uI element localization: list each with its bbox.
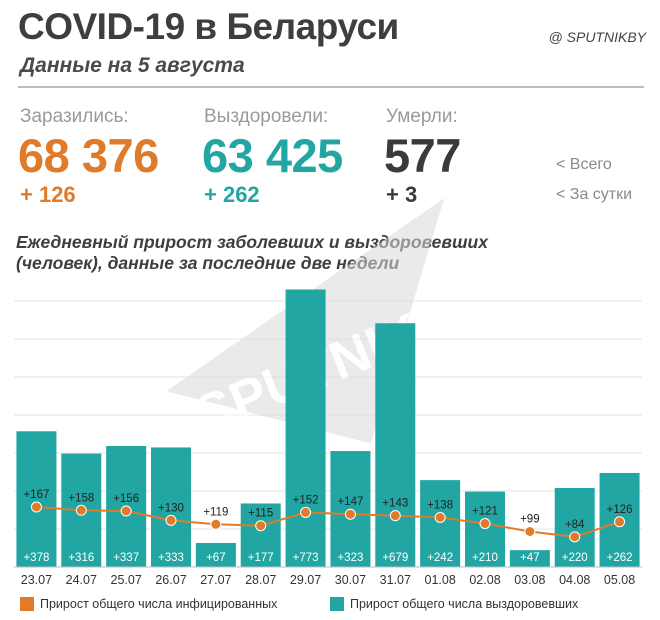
- recovered-bar-label: +378: [23, 552, 49, 564]
- infected-point-label: +121: [472, 506, 498, 518]
- x-tick-label: 04.08: [559, 573, 590, 587]
- recovered-bar-label: +316: [68, 552, 94, 564]
- recovered-bar: [509, 550, 550, 567]
- brand-handle[interactable]: @ SPUTNIKBY: [548, 29, 646, 45]
- x-tick-label: 29.07: [290, 573, 321, 587]
- legend-daily-hint: < За сутки: [556, 186, 633, 203]
- infected-point: [524, 525, 536, 537]
- recovered-label: Выздоровели:: [204, 106, 329, 127]
- infected-line: [36, 506, 620, 538]
- infected-point-label: +167: [23, 489, 49, 501]
- recovered-total: 63 425: [202, 129, 343, 182]
- recovered-bar: [465, 491, 505, 567]
- infected-point-label: +147: [337, 496, 363, 508]
- watermark-logo: SPUTNIK: [166, 198, 445, 446]
- infected-point-label: +143: [382, 498, 408, 510]
- x-tick-label: 31.07: [380, 573, 411, 587]
- infected-point-label: +158: [68, 492, 94, 504]
- infected-label: Заразились:: [20, 106, 129, 127]
- page-subtitle: Данные на 5 августа: [20, 54, 245, 77]
- recovered-bar-label: +47: [520, 552, 540, 564]
- infected-point: [344, 508, 356, 520]
- infected-point-label: +152: [293, 494, 319, 506]
- recovered-bar-label: +333: [158, 552, 184, 564]
- recovered-bar-label: +210: [472, 552, 498, 564]
- recovered-bar: [285, 289, 326, 567]
- page-title: COVID-19 в Беларуси: [18, 6, 399, 47]
- infected-point-label: +115: [248, 508, 273, 520]
- infected-point-label: +126: [607, 504, 633, 516]
- x-tick-label: 23.07: [21, 573, 52, 587]
- recovered-bar: [420, 480, 461, 567]
- infected-point: [300, 506, 312, 518]
- recovered-bar-label: +177: [248, 552, 274, 564]
- x-tick-label: 30.07: [335, 573, 366, 587]
- infected-total: 68 376: [18, 129, 159, 182]
- recovered-bar-label: +337: [113, 552, 139, 564]
- infected-point-label: +130: [158, 502, 184, 514]
- infected-point: [434, 511, 446, 523]
- chart-title: Ежедневный прирост заболевших и выздоров…: [16, 232, 488, 273]
- legend-infected-label: Прирост общего числа инфицированных: [40, 597, 278, 611]
- recovered-bar-label: +323: [337, 552, 363, 564]
- x-tick-label: 03.08: [514, 573, 545, 587]
- x-tick-label: 05.08: [604, 573, 635, 587]
- x-tick-label: 01.08: [425, 573, 456, 587]
- died-label: Умерли:: [386, 106, 458, 127]
- recovered-bar-label: +679: [382, 552, 408, 564]
- infected-point: [614, 516, 626, 528]
- legend-total-hint: < Всего: [556, 156, 612, 173]
- died-delta: + 3: [386, 182, 418, 207]
- infected-point: [75, 504, 87, 516]
- recovered-bar-label: +262: [607, 552, 633, 564]
- x-tick-label: 26.07: [155, 573, 186, 587]
- infected-point: [120, 505, 132, 517]
- recovered-bar-label: +220: [562, 552, 588, 564]
- recovered-bar-label: +67: [206, 552, 226, 564]
- infected-point-label: +99: [520, 513, 540, 525]
- recovered-bar: [240, 503, 281, 567]
- header-divider: [18, 86, 644, 88]
- infected-point: [569, 531, 581, 543]
- died-total: 577: [384, 129, 461, 182]
- recovered-bar: [375, 323, 416, 567]
- infected-point-label: +138: [427, 499, 453, 511]
- recovered-bar: [554, 488, 595, 567]
- infected-point: [30, 501, 42, 513]
- x-tick-label: 27.07: [200, 573, 231, 587]
- x-tick-label: 02.08: [469, 573, 500, 587]
- infected-point: [210, 518, 222, 530]
- legend-recovered-label: Прирост общего числа выздоровевших: [350, 597, 579, 611]
- x-tick-label: 25.07: [111, 573, 142, 587]
- recovered-bar-label: +242: [427, 552, 453, 564]
- x-tick-label: 28.07: [245, 573, 276, 587]
- infected-point-label: +84: [565, 519, 585, 531]
- recovered-delta: + 262: [204, 182, 260, 207]
- infected-point: [389, 510, 401, 522]
- infected-point-label: +119: [203, 506, 228, 518]
- infected-delta: + 126: [20, 182, 76, 207]
- infected-point-label: +156: [113, 493, 139, 505]
- recovered-bar: [16, 431, 57, 567]
- legend-recovered-swatch: [330, 597, 344, 611]
- infected-point: [479, 518, 491, 530]
- x-tick-label: 24.07: [66, 573, 97, 587]
- infected-point: [165, 514, 177, 526]
- recovered-bar-label: +773: [293, 552, 319, 564]
- legend-infected-swatch: [20, 597, 34, 611]
- infected-point: [255, 520, 267, 532]
- recovered-bar: [195, 542, 236, 567]
- recovered-bar: [151, 447, 191, 567]
